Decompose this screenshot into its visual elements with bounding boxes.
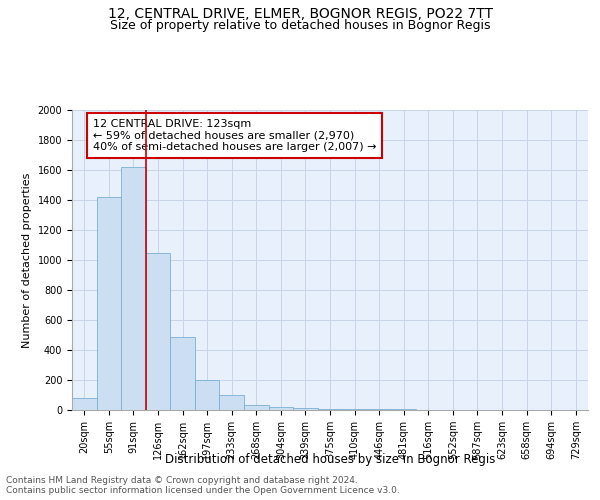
Bar <box>121 167 146 410</box>
Bar <box>318 409 342 410</box>
Text: Distribution of detached houses by size in Bognor Regis: Distribution of detached houses by size … <box>165 452 495 466</box>
Y-axis label: Number of detached properties: Number of detached properties <box>22 172 32 348</box>
Bar <box>97 197 121 410</box>
Bar <box>195 380 220 410</box>
Text: Size of property relative to detached houses in Bognor Regis: Size of property relative to detached ho… <box>110 18 490 32</box>
Bar <box>391 409 416 410</box>
Bar <box>342 409 367 410</box>
Bar <box>170 336 195 410</box>
Text: Contains HM Land Registry data © Crown copyright and database right 2024.
Contai: Contains HM Land Registry data © Crown c… <box>6 476 400 495</box>
Text: 12 CENTRAL DRIVE: 123sqm
← 59% of detached houses are smaller (2,970)
40% of sem: 12 CENTRAL DRIVE: 123sqm ← 59% of detach… <box>92 119 376 152</box>
Bar <box>244 405 269 410</box>
Bar <box>269 407 293 410</box>
Bar <box>367 409 391 410</box>
Bar <box>146 252 170 410</box>
Bar <box>293 408 318 410</box>
Bar <box>72 398 97 410</box>
Text: 12, CENTRAL DRIVE, ELMER, BOGNOR REGIS, PO22 7TT: 12, CENTRAL DRIVE, ELMER, BOGNOR REGIS, … <box>107 8 493 22</box>
Bar <box>220 395 244 410</box>
